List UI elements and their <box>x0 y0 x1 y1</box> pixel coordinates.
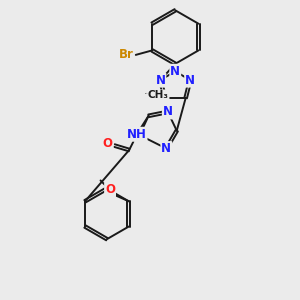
Text: CH₃: CH₃ <box>148 90 169 100</box>
Text: N: N <box>163 106 173 118</box>
Text: Br: Br <box>119 48 134 62</box>
Text: N: N <box>161 142 171 155</box>
Text: NH: NH <box>127 128 147 141</box>
Text: methyl: methyl <box>145 92 149 94</box>
Text: N: N <box>185 74 195 87</box>
Text: N: N <box>170 65 180 78</box>
Text: O: O <box>103 137 113 150</box>
Text: N: N <box>155 74 165 87</box>
Text: O: O <box>105 184 115 196</box>
Text: S: S <box>135 129 144 142</box>
